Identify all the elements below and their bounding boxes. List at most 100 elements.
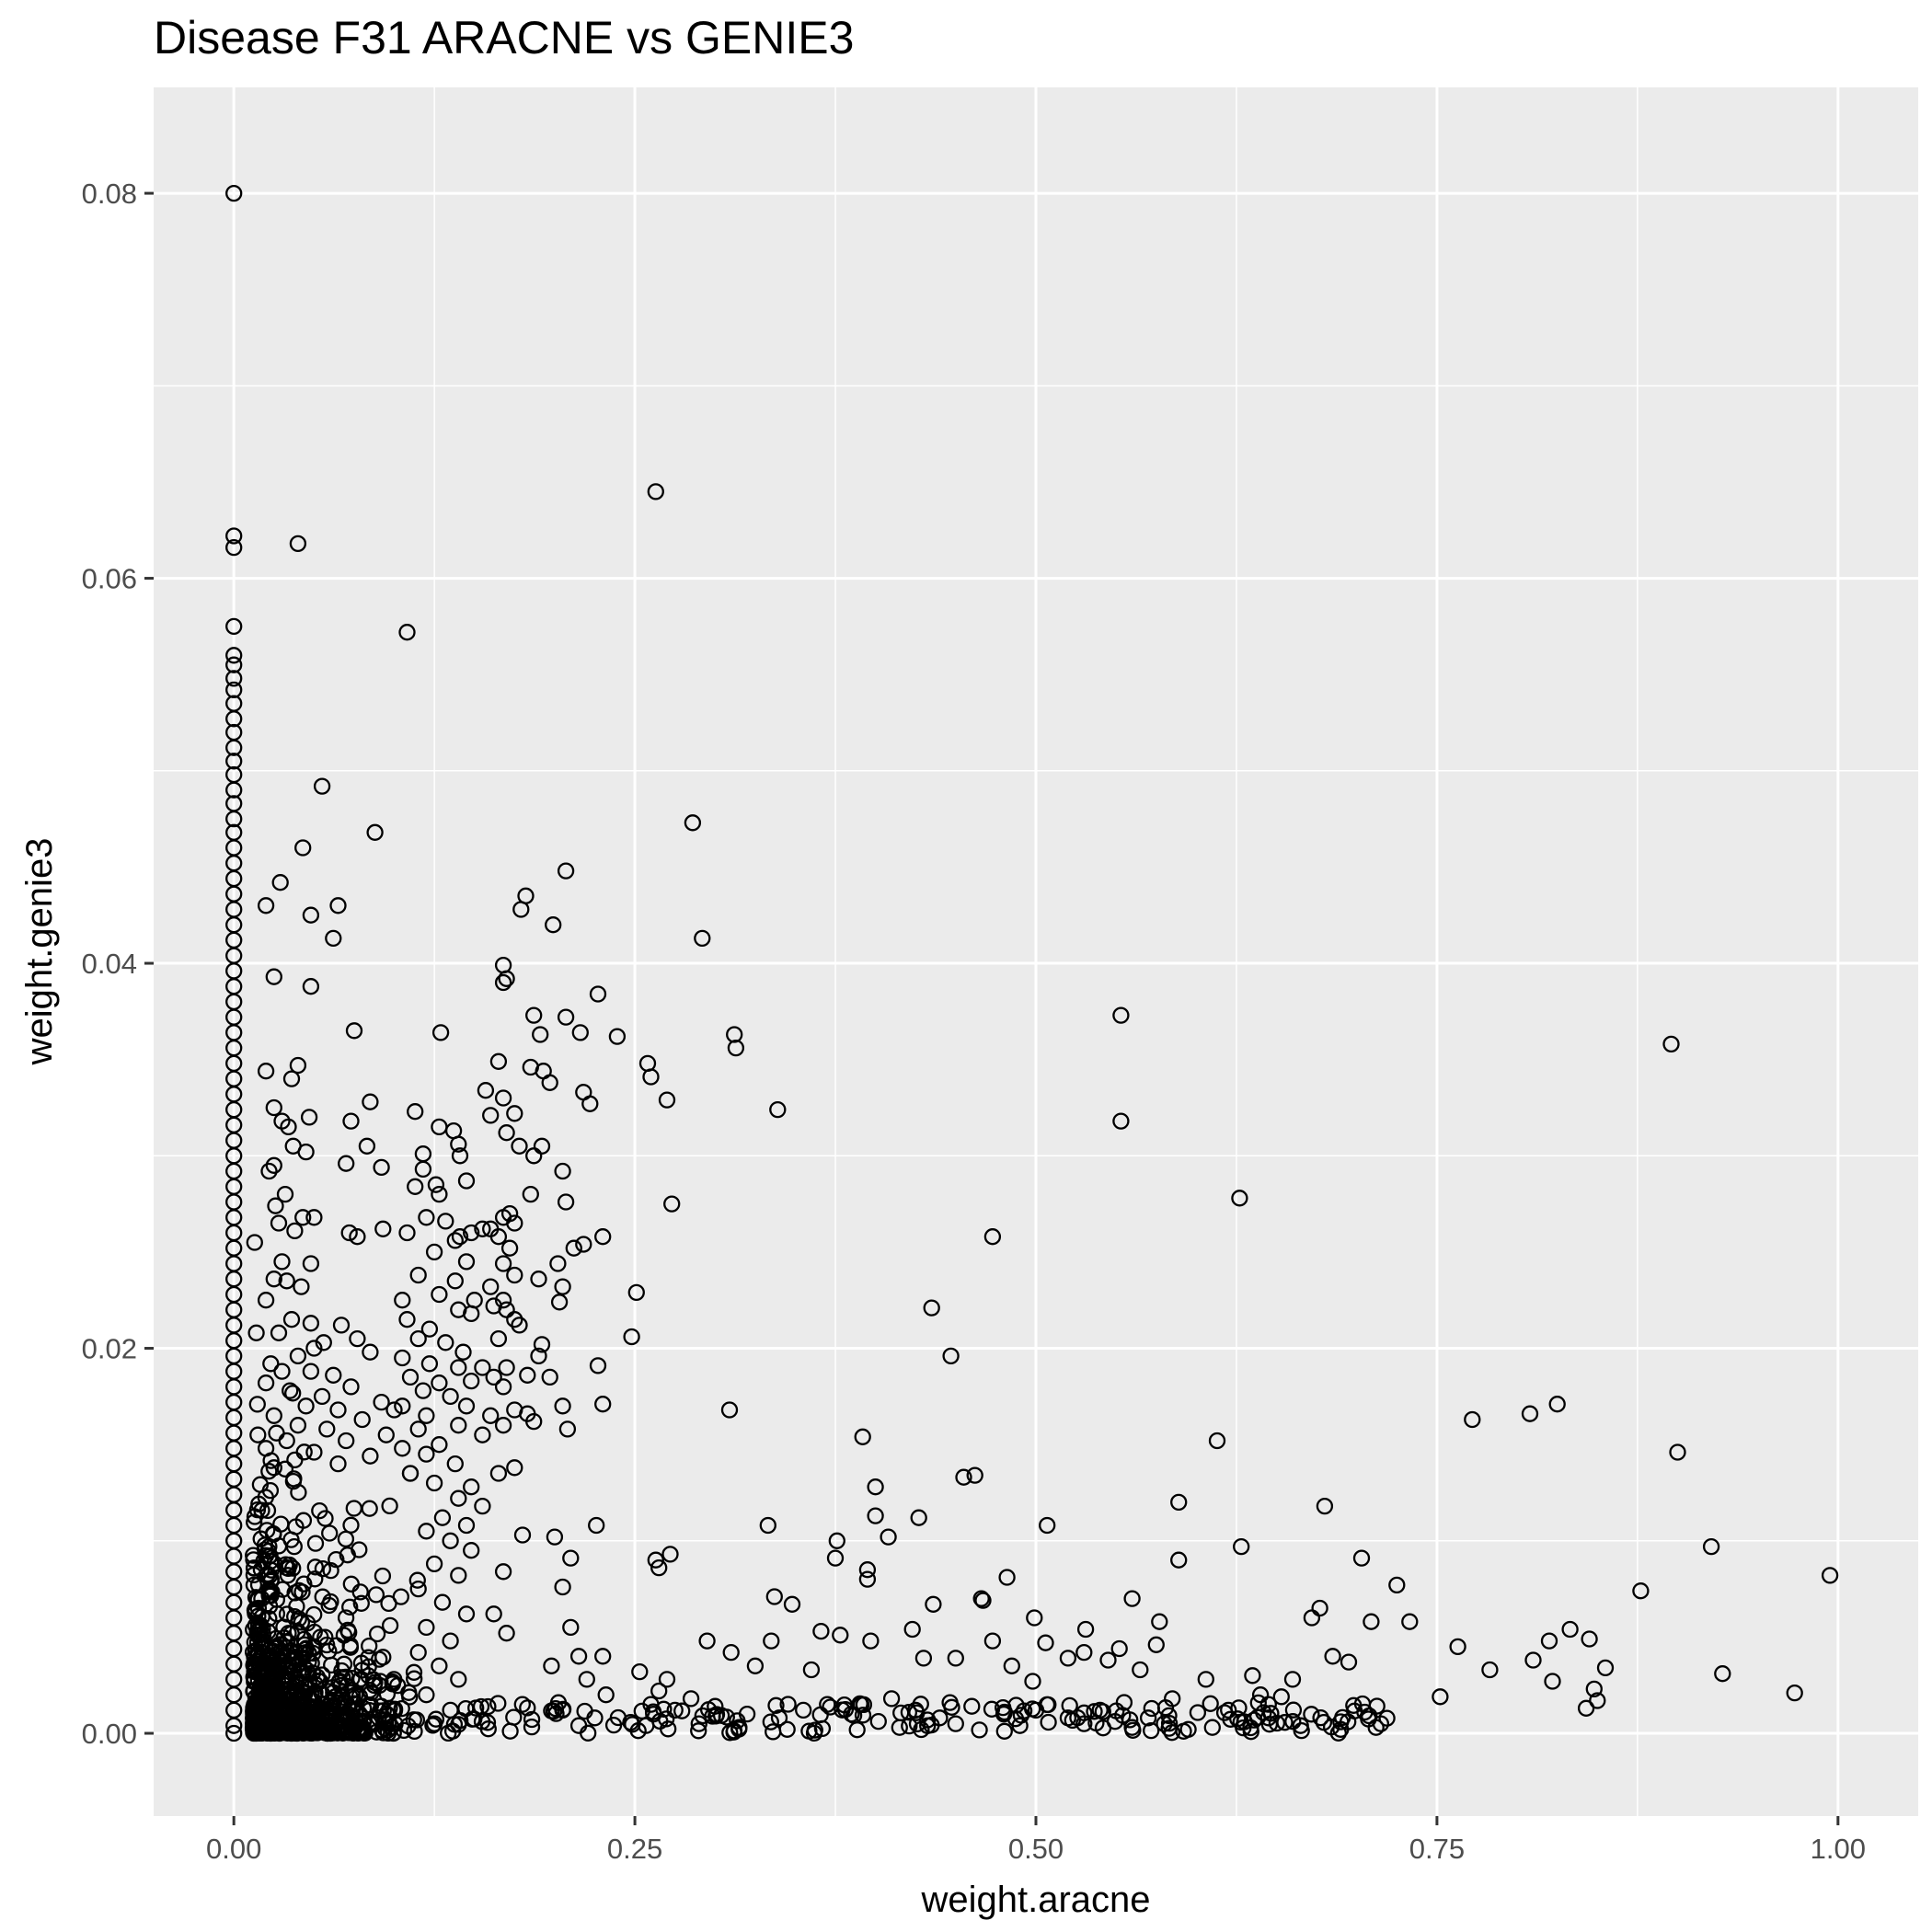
data-point [511,1317,528,1334]
data-point [368,1625,386,1643]
data-point [1464,1410,1481,1429]
data-point [256,1688,274,1706]
data-point [947,1650,964,1667]
data-point [260,1463,278,1480]
data-point [362,1447,379,1465]
data-point [1059,1650,1077,1667]
data-point [802,1661,821,1679]
data-point [554,1278,571,1295]
data-point [684,814,702,832]
data-point [569,1648,588,1665]
data-point [446,1455,464,1473]
data-point [658,1710,675,1728]
data-point [293,1278,310,1295]
data-point [627,1283,645,1302]
data-point [506,1214,523,1232]
data-point [282,1382,299,1399]
data-point [261,1481,280,1500]
data-point [832,1627,849,1644]
data-point [525,1147,543,1165]
data-point [409,1329,427,1348]
data-point [329,897,347,914]
data-point [1026,1609,1043,1627]
data-point [631,1662,649,1681]
data-point [351,1670,370,1688]
data-point [494,1378,512,1396]
data-point [762,1713,779,1731]
data-point [694,929,711,948]
data-point [562,1618,580,1637]
data-point [498,1124,515,1142]
data-point [1360,1710,1377,1728]
data-point [1284,1701,1303,1719]
data-point [253,1608,270,1626]
data-point [500,1204,519,1223]
data-point [467,1699,485,1717]
y-tick-label: 0.04 [82,948,137,980]
data-point [406,1670,423,1687]
data-point [287,1682,305,1699]
data-point [275,1629,293,1647]
data-point [1061,1696,1078,1715]
data-point [401,1465,420,1482]
data-point [1123,1590,1141,1607]
data-point [225,681,243,699]
data-point [549,1255,567,1272]
data-point [385,1724,402,1742]
data-point [489,1329,508,1348]
data-point [650,1682,668,1700]
data-point [424,1717,442,1734]
y-tick-label: 0.08 [82,178,137,210]
data-point [1449,1638,1466,1656]
data-point [1124,1721,1142,1739]
data-point [276,1460,294,1478]
data-point [290,1484,307,1501]
data-point [312,1695,330,1712]
data-point [722,1643,740,1662]
data-point [225,670,243,687]
data-point [506,1266,523,1284]
data-point [329,1455,347,1473]
data-points [225,184,1839,1742]
data-point [265,1156,282,1174]
data-point [947,1715,964,1732]
data-point [623,1328,640,1346]
data-point [341,1598,359,1616]
data-point [826,1549,845,1567]
data-point [759,1516,776,1535]
data-point [1345,1696,1363,1714]
data-point [294,1209,312,1226]
data-point [425,1555,443,1573]
data-point [811,1706,829,1724]
data-point [418,1523,435,1540]
data-point [374,1220,392,1237]
data-point [442,1632,459,1650]
data-point [485,1368,502,1386]
data-point [352,1654,371,1672]
data-point [485,1605,502,1623]
data-point [394,1349,411,1367]
data-point [578,1671,595,1688]
data-point [352,1594,370,1612]
data-point [225,647,243,664]
data-point [746,1657,765,1674]
data-point [260,1537,278,1556]
data-point [313,1387,331,1406]
data-point [266,1718,284,1735]
data-point [1147,1636,1165,1653]
data-point [225,527,243,545]
data-point [655,1700,673,1718]
data-point [489,1695,507,1712]
data-point [1388,1576,1406,1594]
data-point [554,1700,572,1719]
data-point [463,1542,480,1559]
data-point [1272,1688,1290,1706]
data-point [349,1228,366,1246]
data-point [431,1436,448,1454]
data-point [418,1686,435,1704]
data-point [769,1100,787,1119]
data-point [414,1382,432,1399]
data-point [925,1595,942,1613]
data-point [682,1690,700,1708]
x-tick-label: 0.25 [607,1833,662,1865]
